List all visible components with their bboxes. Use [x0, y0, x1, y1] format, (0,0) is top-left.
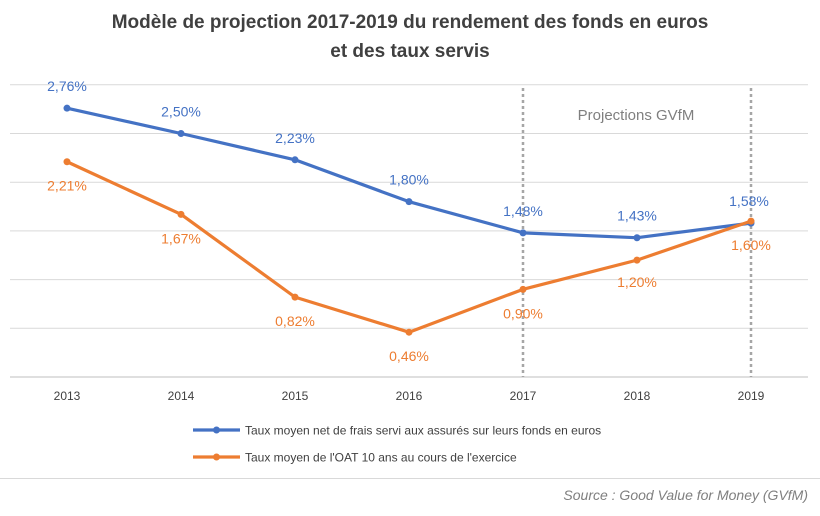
data-label-2-2018: 1,20%	[617, 274, 657, 290]
chart-title-line-1: Modèle de projection 2017-2019 du rendem…	[111, 12, 709, 33]
projection-label: Projections GVfM	[578, 107, 695, 124]
series-layer: 2,76% 2,50% 2,23% 1,80% 1,48% 1,43% 1,58% 2,21%…	[47, 78, 771, 364]
x-tick-label-2018: 2018	[624, 389, 651, 403]
x-tick-label-2014: 2014	[168, 389, 195, 403]
legend-swatch-marker-1	[213, 426, 220, 434]
data-point-1-2017	[519, 229, 527, 237]
data-label-1-2013: 2,76%	[47, 78, 87, 94]
legend-swatch-marker-2	[213, 453, 220, 461]
data-point-1-2016	[405, 198, 413, 206]
gridlines	[10, 84, 808, 378]
data-point-2-2015	[291, 293, 299, 301]
line-chart: Projections GVfM 2,76% 2,50% 2,23% 1,80% 1,4…	[10, 78, 808, 465]
data-point-2-2019	[747, 217, 755, 225]
data-label-2-2017: 0,90%	[503, 305, 543, 321]
source-separator	[0, 478, 820, 479]
chart-title-line-2: et des taux servis	[330, 41, 490, 62]
data-label-1-2019: 1,58%	[729, 193, 769, 209]
data-label-1-2015: 2,23%	[275, 130, 315, 146]
source-note: Source : Good Value for Money (GVfM)	[563, 487, 808, 503]
data-point-2-2016	[405, 328, 413, 336]
data-point-1-2013	[63, 104, 71, 112]
x-tick-label-2017: 2017	[510, 389, 537, 403]
x-axis-ticks: 2013 2014 2015 2016 2017 2018 2019	[54, 389, 765, 403]
data-point-2-2014	[177, 210, 185, 218]
chart-title: Modèle de projection 2017-2019 du rendem…	[0, 8, 820, 66]
legend-label-2: Taux moyen de l'OAT 10 ans au cours de l…	[245, 451, 517, 465]
data-point-2-2018	[633, 256, 641, 264]
data-point-1-2018	[633, 234, 641, 242]
data-point-1-2015	[291, 156, 299, 164]
data-label-2-2015: 0,82%	[275, 313, 315, 329]
data-point-2-2017	[519, 285, 527, 293]
x-tick-label-2015: 2015	[282, 389, 309, 403]
data-label-1-2018: 1,43%	[617, 208, 657, 224]
data-label-1-2014: 2,50%	[161, 104, 201, 120]
legend: Taux moyen net de frais servi aux assuré…	[193, 424, 601, 465]
x-tick-label-2013: 2013	[54, 389, 81, 403]
legend-label-1: Taux moyen net de frais servi aux assuré…	[245, 424, 601, 438]
x-tick-label-2016: 2016	[396, 389, 423, 403]
data-label-2-2019: 1,60%	[731, 237, 771, 253]
data-point-2-2013	[63, 158, 71, 166]
data-label-2-2016: 0,46%	[389, 348, 429, 364]
x-tick-label-2019: 2019	[738, 389, 765, 403]
data-label-1-2017: 1,48%	[503, 203, 543, 219]
data-point-1-2014	[177, 130, 185, 137]
data-label-2-2014: 1,67%	[161, 230, 201, 246]
data-label-1-2016: 1,80%	[389, 172, 429, 188]
data-label-2-2013: 2,21%	[47, 178, 87, 194]
